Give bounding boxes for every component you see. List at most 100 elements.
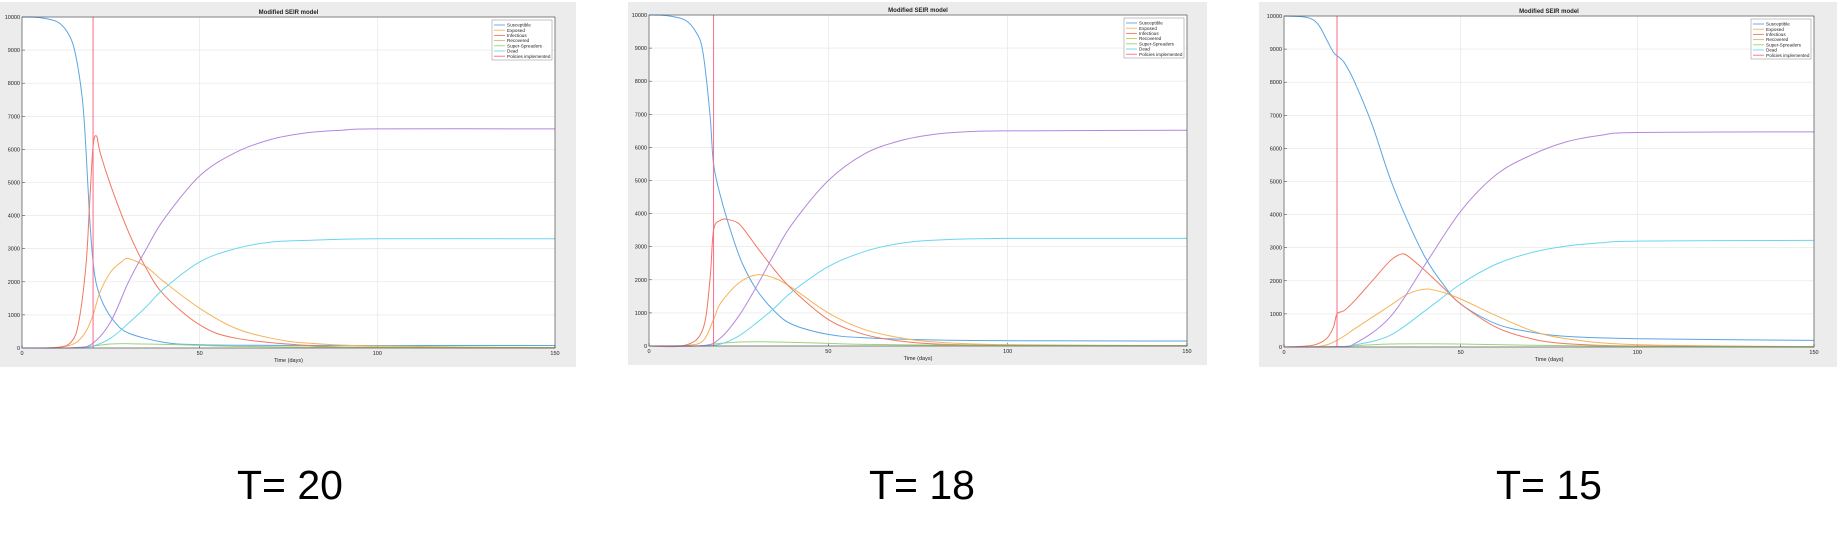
series-line-exposed <box>648 274 1188 347</box>
legend-label-dead: Dead <box>507 49 518 54</box>
chart-svg: 0 50 100 150 0 1000 2000 3000 4000 5000 6000 7000 80… <box>1267 9 1819 363</box>
x-axis-label: Time (days) <box>904 356 933 362</box>
legend-label-super-spreaders: Super-Spreaders <box>1139 41 1175 46</box>
y-tick-label: 4000 <box>1270 213 1282 219</box>
series-line-exposed <box>1283 288 1815 348</box>
y-tick-label: 3000 <box>635 245 647 251</box>
x-axis-label: Time (days) <box>1535 357 1564 363</box>
series-line-dead <box>648 237 1188 347</box>
y-tick-label: 8000 <box>1270 80 1282 86</box>
caption-t20: T= 20 <box>237 462 343 508</box>
axes-box <box>21 16 556 349</box>
chart-panel-t15: 0 50 100 150 0 1000 2000 3000 4000 5000 6000 7000 80… <box>1259 2 1837 367</box>
x-tick-label: 150 <box>1182 349 1191 355</box>
y-tick-label: 0 <box>644 344 647 350</box>
chart-title: Modified SEIR model <box>888 8 948 14</box>
axes-box <box>1283 15 1815 348</box>
legend-label-exposed: Exposed <box>507 28 525 33</box>
y-tick-label: 0 <box>17 346 20 352</box>
axes-box <box>648 14 1188 347</box>
series-line-recovered <box>648 129 1188 347</box>
legend-label-exposed: Exposed <box>1139 26 1157 31</box>
series-line-recovered <box>21 128 556 349</box>
y-tick-label: 10000 <box>632 13 647 19</box>
legend-box <box>1123 17 1185 59</box>
x-tick-label: 50 <box>825 349 831 355</box>
y-tick-label: 7000 <box>1270 113 1282 119</box>
series-line-dead <box>1283 239 1815 348</box>
y-tick-label: 3000 <box>8 247 20 253</box>
x-tick-label: 150 <box>550 351 559 357</box>
legend-label-infectious: Infectious <box>1139 31 1159 36</box>
legend-box <box>1750 18 1812 60</box>
series-line-infectious <box>648 218 1188 348</box>
caption-t15: T= 15 <box>1496 462 1602 508</box>
y-tick-label: 3000 <box>1270 246 1282 252</box>
y-tick-label: 5000 <box>1270 180 1282 186</box>
legend-label-susceptible: Susceptible <box>1139 21 1163 26</box>
y-tick-label: 2000 <box>8 280 20 286</box>
x-tick-label: 0 <box>647 349 650 355</box>
y-tick-label: 9000 <box>635 46 647 52</box>
x-axis-label: Time (days) <box>274 358 303 364</box>
x-tick-label: 100 <box>1003 349 1012 355</box>
series-line-recovered <box>1283 131 1815 348</box>
legend-label-recovered: Recovered <box>507 38 530 43</box>
y-tick-label: 8000 <box>635 79 647 85</box>
legend-label-policies-implemented: Policies implemented <box>1139 52 1183 57</box>
legend-label-policies-implemented: Policies implemented <box>1766 53 1810 58</box>
legend-label-policies-implemented: Policies implemented <box>507 54 551 59</box>
y-tick-label: 6000 <box>635 145 647 151</box>
y-tick-label: 1000 <box>8 313 20 319</box>
legend-label-exposed: Exposed <box>1766 27 1784 32</box>
y-tick-label: 2000 <box>635 278 647 284</box>
y-tick-label: 6000 <box>8 147 20 153</box>
chart-title: Modified SEIR model <box>259 10 319 16</box>
series-line-susceptible <box>21 16 556 347</box>
legend-label-super-spreaders: Super-Spreaders <box>507 43 543 48</box>
y-tick-label: 6000 <box>1270 146 1282 152</box>
y-tick-label: 9000 <box>1270 47 1282 53</box>
y-tick-label: 10000 <box>1267 14 1282 20</box>
x-tick-label: 150 <box>1809 350 1818 356</box>
y-tick-label: 9000 <box>8 48 20 54</box>
x-tick-label: 0 <box>20 351 23 357</box>
legend-label-infectious: Infectious <box>1766 32 1786 37</box>
series-line-susceptible <box>648 14 1188 342</box>
y-tick-label: 7000 <box>8 114 20 120</box>
chart-panel-t20: 0 50 100 150 0 1000 2000 3000 4000 5000 6000 7000 80… <box>0 2 576 367</box>
legend-label-recovered: Recovered <box>1766 37 1789 42</box>
legend-label-susceptible: Susceptible <box>507 23 531 28</box>
y-tick-label: 5000 <box>8 181 20 187</box>
series-line-exposed <box>21 257 556 349</box>
chart-svg: 0 50 100 150 0 1000 2000 3000 4000 5000 6000 7000 80… <box>632 8 1192 362</box>
x-tick-label: 0 <box>1282 350 1285 356</box>
chart-panel-t18: 0 50 100 150 0 1000 2000 3000 4000 5000 6000 7000 80… <box>628 2 1207 365</box>
legend-label-infectious: Infectious <box>507 33 527 38</box>
x-tick-label: 100 <box>373 351 382 357</box>
y-tick-label: 4000 <box>635 212 647 218</box>
caption-t18: T= 18 <box>869 462 975 508</box>
y-tick-label: 1000 <box>1270 312 1282 318</box>
chart-svg: 0 50 100 150 0 1000 2000 3000 4000 5000 6000 7000 80… <box>5 10 560 364</box>
x-tick-label: 50 <box>197 351 203 357</box>
legend-box <box>491 19 553 61</box>
y-tick-label: 0 <box>1279 345 1282 351</box>
series-line-infectious <box>1283 253 1815 348</box>
y-tick-label: 4000 <box>8 214 20 220</box>
legend-label-recovered: Recovered <box>1139 36 1162 41</box>
legend-label-dead: Dead <box>1766 48 1777 53</box>
y-tick-label: 1000 <box>635 311 647 317</box>
y-tick-label: 8000 <box>8 81 20 87</box>
series-line-infectious <box>21 135 556 349</box>
y-tick-label: 10000 <box>5 15 20 21</box>
legend-label-dead: Dead <box>1139 47 1150 52</box>
x-tick-label: 50 <box>1458 350 1464 356</box>
y-tick-label: 7000 <box>635 112 647 118</box>
y-tick-label: 5000 <box>635 179 647 185</box>
legend-label-susceptible: Susceptible <box>1766 22 1790 27</box>
legend-label-super-spreaders: Super-Spreaders <box>1766 42 1802 47</box>
chart-title: Modified SEIR model <box>1519 9 1579 15</box>
x-tick-label: 100 <box>1633 350 1642 356</box>
y-tick-label: 2000 <box>1270 279 1282 285</box>
